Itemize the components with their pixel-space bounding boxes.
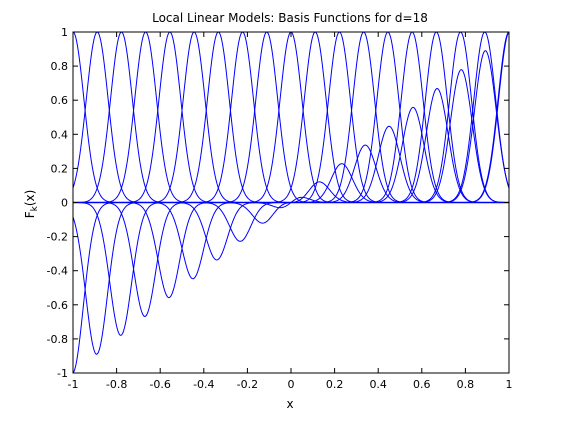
y-tick-label-0: -1 [57,367,68,380]
x-tick-label-2: -0.6 [149,378,170,391]
x-tick-label-10: 1 [506,378,513,391]
tick-layer [72,31,510,374]
y-tick-label-7: 0.4 [51,128,69,141]
y-tick-label-2: -0.6 [47,299,68,312]
y-tick-label-9: 0.8 [51,60,69,73]
x-axis-label: x [286,397,293,411]
x-tick-label-7: 0.4 [369,378,387,391]
y-tick-label-4: -0.2 [47,231,68,244]
x-tick-label-5: 0 [288,378,295,391]
x-tick-label-8: 0.6 [413,378,431,391]
y-axis-label-main: F [23,211,37,218]
x-tick-label-6: 0.2 [326,378,344,391]
y-tick-label-1: -0.8 [47,333,68,346]
x-tick-label-1: -0.8 [106,378,127,391]
y-tick-label-6: 0.2 [51,162,69,175]
y-tick-label-8: 0.6 [51,94,69,107]
y-tick-label-3: -0.4 [47,265,68,278]
x-tick-label-3: -0.4 [193,378,214,391]
x-tick-label-9: 0.8 [457,378,475,391]
y-axis-label-subscript: k [30,205,40,211]
x-tick-label-0: -1 [68,378,79,391]
y-tick-label-5: 0 [61,197,68,210]
y-tick-label-10: 1 [61,26,68,39]
y-axis-label-tail: (x) [23,190,37,206]
x-tick-label-4: -0.2 [237,378,258,391]
y-tick-labels: -1 -0.8 -0.6 -0.4 -0.2 0 0.2 0.4 0.6 0.8 1 [47,26,68,380]
chart-title: Local Linear Models: Basis Functions for… [152,11,428,25]
x-tick-labels: -1 -0.8 -0.6 -0.4 -0.2 0 0.2 0.4 0.6 0.8 1 [68,378,513,391]
y-axis-label: Fk(x) [23,190,40,219]
